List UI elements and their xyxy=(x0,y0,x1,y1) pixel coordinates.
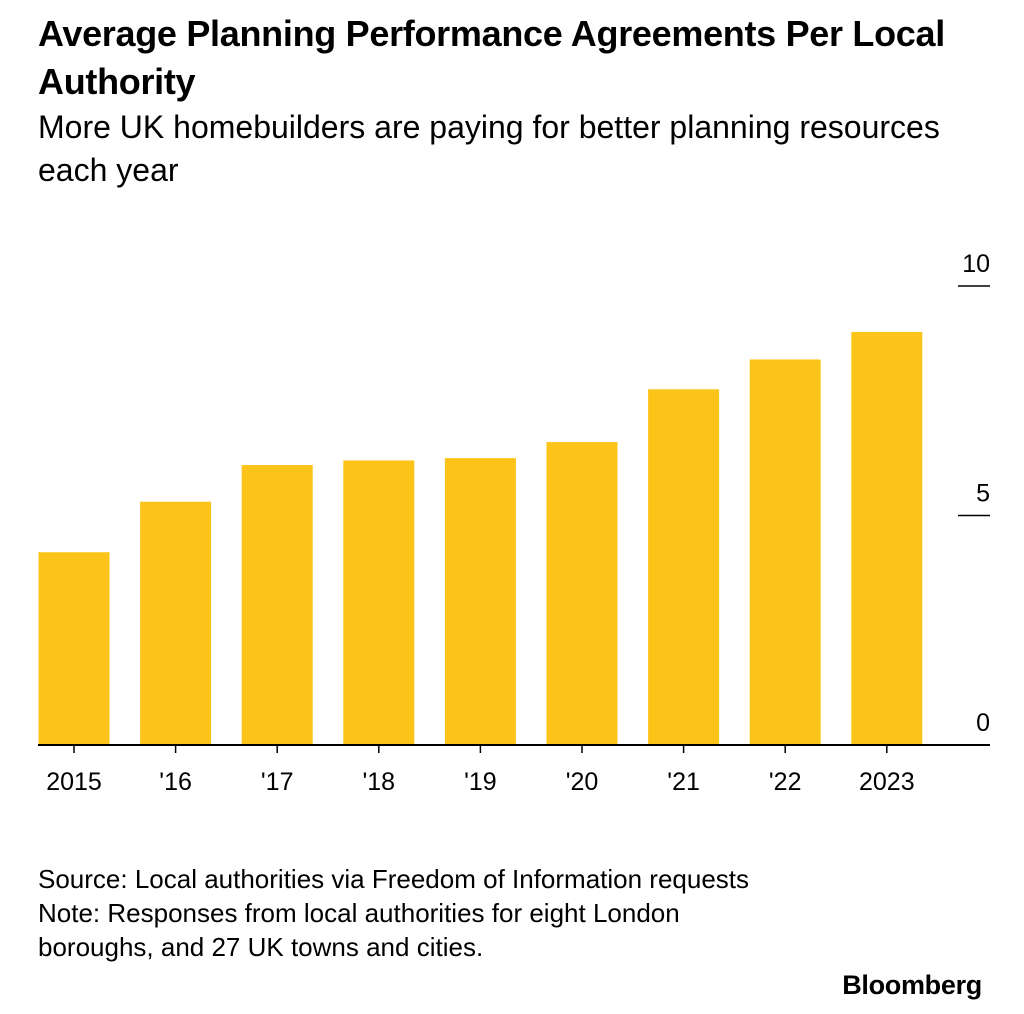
bar-chart: 2015 '16 '17 '18 '19 '20 '21 '22 2023 0 5 10 xyxy=(38,250,990,796)
x-tick-label-0: 2015 xyxy=(46,768,102,796)
x-tick-label-1: '16 xyxy=(159,768,192,796)
bar-6 xyxy=(648,389,720,745)
bar-1 xyxy=(140,501,212,745)
bar-5 xyxy=(546,442,618,745)
x-tick-label-8: 2023 xyxy=(859,768,915,796)
x-tick-label-4: '19 xyxy=(464,768,497,796)
bar-4 xyxy=(444,458,516,745)
y-tick-label-0: 0 xyxy=(976,709,990,737)
x-tick-label-3: '18 xyxy=(363,768,396,796)
chart-notes: Source: Local authorities via Freedom of… xyxy=(38,862,758,964)
bar-0 xyxy=(38,552,110,745)
bar-7 xyxy=(749,359,821,745)
bar-2 xyxy=(241,465,313,745)
bloomberg-logo: Bloomberg xyxy=(842,970,982,1000)
bar-8 xyxy=(851,331,923,745)
chart-title: Average Planning Performance Agreements … xyxy=(38,13,945,102)
x-tick-label-5: '20 xyxy=(566,768,599,796)
footnote: Note: Responses from local authorities f… xyxy=(38,898,680,962)
bar-3 xyxy=(343,460,415,745)
x-tick-label-6: '21 xyxy=(667,768,700,796)
chart-subtitle: More UK homebuilders are paying for bett… xyxy=(38,109,940,188)
y-tick-label-2: 10 xyxy=(962,250,990,278)
source-note: Source: Local authorities via Freedom of… xyxy=(38,864,750,894)
x-tick-label-2: '17 xyxy=(261,768,294,796)
y-tick-label-1: 5 xyxy=(976,480,990,508)
x-tick-label-7: '22 xyxy=(769,768,802,796)
